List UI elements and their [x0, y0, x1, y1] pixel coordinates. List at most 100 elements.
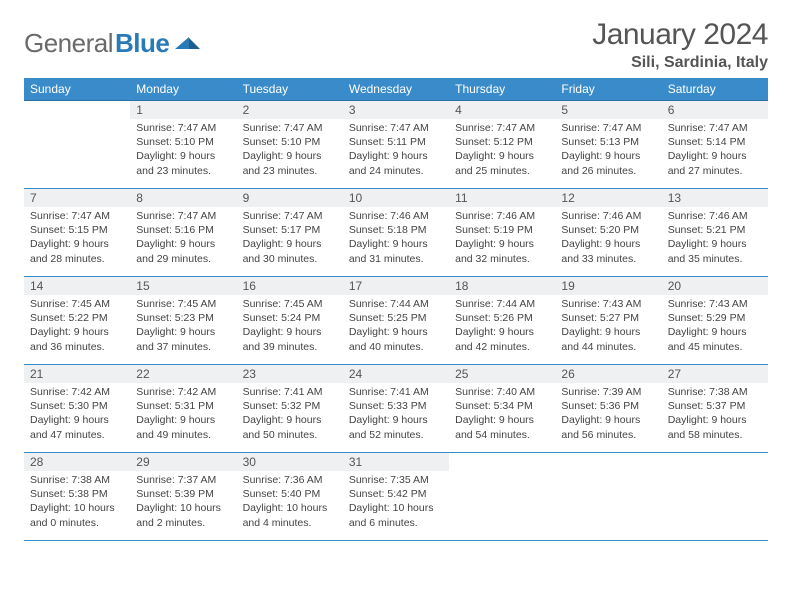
day-info: Sunrise: 7:46 AMSunset: 5:19 PMDaylight:… — [449, 207, 555, 270]
calendar-cell — [555, 453, 661, 541]
calendar-cell — [449, 453, 555, 541]
location-subtitle: Sili, Sardinia, Italy — [592, 54, 768, 72]
calendar-cell: 6Sunrise: 7:47 AMSunset: 5:14 PMDaylight… — [662, 101, 768, 189]
day-info: Sunrise: 7:42 AMSunset: 5:31 PMDaylight:… — [130, 383, 236, 446]
day-info: Sunrise: 7:43 AMSunset: 5:29 PMDaylight:… — [662, 295, 768, 358]
day-number: 6 — [662, 101, 768, 119]
calendar-cell: 24Sunrise: 7:41 AMSunset: 5:33 PMDayligh… — [343, 365, 449, 453]
day-number: 12 — [555, 189, 661, 207]
day-info: Sunrise: 7:47 AMSunset: 5:16 PMDaylight:… — [130, 207, 236, 270]
day-info: Sunrise: 7:45 AMSunset: 5:24 PMDaylight:… — [237, 295, 343, 358]
dow-monday: Monday — [130, 78, 236, 101]
calendar-cell: 10Sunrise: 7:46 AMSunset: 5:18 PMDayligh… — [343, 189, 449, 277]
calendar-cell: 14Sunrise: 7:45 AMSunset: 5:22 PMDayligh… — [24, 277, 130, 365]
dow-friday: Friday — [555, 78, 661, 101]
calendar-row: 28Sunrise: 7:38 AMSunset: 5:38 PMDayligh… — [24, 453, 768, 541]
calendar-cell: 9Sunrise: 7:47 AMSunset: 5:17 PMDaylight… — [237, 189, 343, 277]
calendar-cell: 16Sunrise: 7:45 AMSunset: 5:24 PMDayligh… — [237, 277, 343, 365]
calendar-cell: 5Sunrise: 7:47 AMSunset: 5:13 PMDaylight… — [555, 101, 661, 189]
day-number: 30 — [237, 453, 343, 471]
calendar-cell: 11Sunrise: 7:46 AMSunset: 5:19 PMDayligh… — [449, 189, 555, 277]
day-number: 3 — [343, 101, 449, 119]
day-number: 21 — [24, 365, 130, 383]
day-info: Sunrise: 7:47 AMSunset: 5:10 PMDaylight:… — [237, 119, 343, 182]
calendar-row: 14Sunrise: 7:45 AMSunset: 5:22 PMDayligh… — [24, 277, 768, 365]
logo-mark-icon — [175, 31, 201, 56]
day-number: 4 — [449, 101, 555, 119]
calendar-cell: 2Sunrise: 7:47 AMSunset: 5:10 PMDaylight… — [237, 101, 343, 189]
title-block: January 2024 Sili, Sardinia, Italy — [592, 18, 768, 72]
day-info: Sunrise: 7:47 AMSunset: 5:11 PMDaylight:… — [343, 119, 449, 182]
day-number: 13 — [662, 189, 768, 207]
day-info: Sunrise: 7:44 AMSunset: 5:26 PMDaylight:… — [449, 295, 555, 358]
calendar-cell: 17Sunrise: 7:44 AMSunset: 5:25 PMDayligh… — [343, 277, 449, 365]
day-number: 23 — [237, 365, 343, 383]
dow-sunday: Sunday — [24, 78, 130, 101]
day-number: 2 — [237, 101, 343, 119]
day-info: Sunrise: 7:47 AMSunset: 5:14 PMDaylight:… — [662, 119, 768, 182]
day-info: Sunrise: 7:42 AMSunset: 5:30 PMDaylight:… — [24, 383, 130, 446]
day-info: Sunrise: 7:38 AMSunset: 5:37 PMDaylight:… — [662, 383, 768, 446]
day-info: Sunrise: 7:40 AMSunset: 5:34 PMDaylight:… — [449, 383, 555, 446]
month-title: January 2024 — [592, 18, 768, 52]
day-info: Sunrise: 7:39 AMSunset: 5:36 PMDaylight:… — [555, 383, 661, 446]
logo-blue-text: Blue — [115, 28, 169, 59]
day-info: Sunrise: 7:35 AMSunset: 5:42 PMDaylight:… — [343, 471, 449, 534]
day-number: 22 — [130, 365, 236, 383]
calendar-row: 21Sunrise: 7:42 AMSunset: 5:30 PMDayligh… — [24, 365, 768, 453]
day-info: Sunrise: 7:44 AMSunset: 5:25 PMDaylight:… — [343, 295, 449, 358]
calendar-cell: 18Sunrise: 7:44 AMSunset: 5:26 PMDayligh… — [449, 277, 555, 365]
day-number: 27 — [662, 365, 768, 383]
calendar-cell: 23Sunrise: 7:41 AMSunset: 5:32 PMDayligh… — [237, 365, 343, 453]
day-number: 16 — [237, 277, 343, 295]
logo-general-text: General — [24, 28, 113, 59]
day-number: 18 — [449, 277, 555, 295]
day-number: 25 — [449, 365, 555, 383]
logo: General Blue — [24, 18, 201, 59]
day-number: 9 — [237, 189, 343, 207]
day-number: 15 — [130, 277, 236, 295]
calendar-cell: 13Sunrise: 7:46 AMSunset: 5:21 PMDayligh… — [662, 189, 768, 277]
calendar-cell: 22Sunrise: 7:42 AMSunset: 5:31 PMDayligh… — [130, 365, 236, 453]
calendar-cell: 3Sunrise: 7:47 AMSunset: 5:11 PMDaylight… — [343, 101, 449, 189]
day-info: Sunrise: 7:37 AMSunset: 5:39 PMDaylight:… — [130, 471, 236, 534]
day-number: 1 — [130, 101, 236, 119]
calendar-cell: 27Sunrise: 7:38 AMSunset: 5:37 PMDayligh… — [662, 365, 768, 453]
day-info: Sunrise: 7:45 AMSunset: 5:22 PMDaylight:… — [24, 295, 130, 358]
day-info: Sunrise: 7:41 AMSunset: 5:33 PMDaylight:… — [343, 383, 449, 446]
day-info: Sunrise: 7:36 AMSunset: 5:40 PMDaylight:… — [237, 471, 343, 534]
day-info: Sunrise: 7:45 AMSunset: 5:23 PMDaylight:… — [130, 295, 236, 358]
day-info: Sunrise: 7:43 AMSunset: 5:27 PMDaylight:… — [555, 295, 661, 358]
day-info: Sunrise: 7:38 AMSunset: 5:38 PMDaylight:… — [24, 471, 130, 534]
calendar-cell: 7Sunrise: 7:47 AMSunset: 5:15 PMDaylight… — [24, 189, 130, 277]
calendar-table: Sunday Monday Tuesday Wednesday Thursday… — [24, 78, 768, 541]
day-number: 20 — [662, 277, 768, 295]
calendar-cell: 20Sunrise: 7:43 AMSunset: 5:29 PMDayligh… — [662, 277, 768, 365]
calendar-cell: 15Sunrise: 7:45 AMSunset: 5:23 PMDayligh… — [130, 277, 236, 365]
day-number: 19 — [555, 277, 661, 295]
dow-wednesday: Wednesday — [343, 78, 449, 101]
dow-saturday: Saturday — [662, 78, 768, 101]
day-info: Sunrise: 7:46 AMSunset: 5:20 PMDaylight:… — [555, 207, 661, 270]
day-info: Sunrise: 7:41 AMSunset: 5:32 PMDaylight:… — [237, 383, 343, 446]
calendar-cell: 8Sunrise: 7:47 AMSunset: 5:16 PMDaylight… — [130, 189, 236, 277]
day-number: 5 — [555, 101, 661, 119]
calendar-row: 1Sunrise: 7:47 AMSunset: 5:10 PMDaylight… — [24, 101, 768, 189]
calendar-cell — [662, 453, 768, 541]
day-info: Sunrise: 7:47 AMSunset: 5:12 PMDaylight:… — [449, 119, 555, 182]
calendar-row: 7Sunrise: 7:47 AMSunset: 5:15 PMDaylight… — [24, 189, 768, 277]
calendar-cell — [24, 101, 130, 189]
calendar-cell: 4Sunrise: 7:47 AMSunset: 5:12 PMDaylight… — [449, 101, 555, 189]
day-number: 31 — [343, 453, 449, 471]
day-info: Sunrise: 7:47 AMSunset: 5:17 PMDaylight:… — [237, 207, 343, 270]
day-info: Sunrise: 7:47 AMSunset: 5:15 PMDaylight:… — [24, 207, 130, 270]
day-number: 7 — [24, 189, 130, 207]
calendar-header-row: Sunday Monday Tuesday Wednesday Thursday… — [24, 78, 768, 101]
day-number: 11 — [449, 189, 555, 207]
calendar-body: 1Sunrise: 7:47 AMSunset: 5:10 PMDaylight… — [24, 101, 768, 541]
calendar-cell: 31Sunrise: 7:35 AMSunset: 5:42 PMDayligh… — [343, 453, 449, 541]
calendar-cell: 29Sunrise: 7:37 AMSunset: 5:39 PMDayligh… — [130, 453, 236, 541]
day-number: 28 — [24, 453, 130, 471]
calendar-cell: 30Sunrise: 7:36 AMSunset: 5:40 PMDayligh… — [237, 453, 343, 541]
dow-thursday: Thursday — [449, 78, 555, 101]
